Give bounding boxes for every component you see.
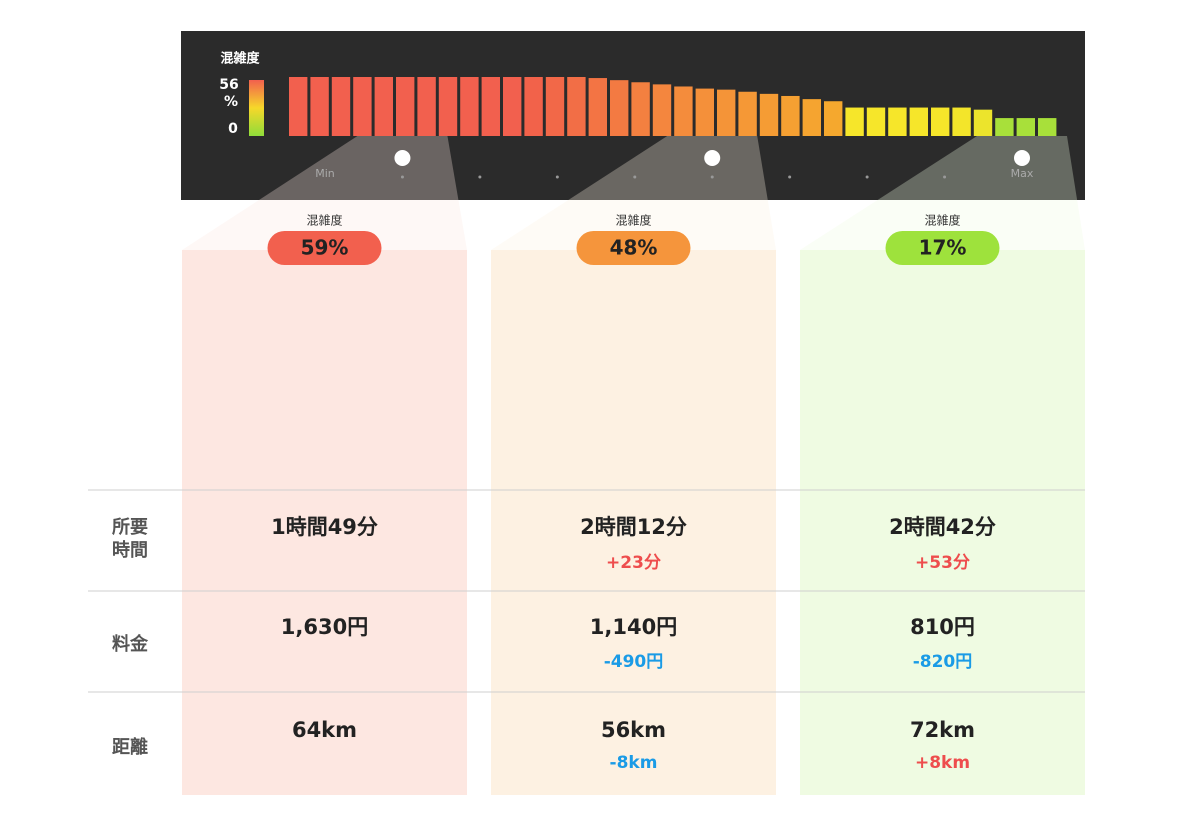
route-fare: 1,140円 <box>590 615 677 639</box>
bar <box>289 77 308 136</box>
route-fare-diff: -820円 <box>913 652 973 672</box>
slider-dot <box>710 175 714 179</box>
route-time: 2時間42分 <box>889 515 996 539</box>
background <box>182 250 1085 795</box>
route-time-diff: +23分 <box>606 553 661 573</box>
bar <box>545 77 565 136</box>
bar <box>695 88 714 136</box>
bar <box>909 107 928 136</box>
slider-dot <box>865 175 869 179</box>
congestion-pill <box>267 231 382 265</box>
bar <box>824 101 843 136</box>
bar <box>460 77 479 136</box>
slider-dot <box>478 175 482 179</box>
bar <box>952 107 971 136</box>
bar <box>1016 118 1035 136</box>
bar <box>438 77 458 136</box>
row-label: 距離 <box>112 736 148 758</box>
scale-min: 0 <box>228 121 238 137</box>
bar <box>331 77 351 136</box>
congestion-value: 17% <box>919 236 967 260</box>
route-distance-diff: +8km <box>915 753 970 773</box>
slider-knob[interactable] <box>394 150 411 166</box>
bar <box>866 107 886 136</box>
bar <box>310 77 329 136</box>
connector <box>800 136 1085 250</box>
bar <box>674 86 693 136</box>
bar <box>417 77 436 136</box>
column-tint <box>491 250 776 795</box>
column-tint <box>800 250 1085 795</box>
slider-dot <box>943 175 947 179</box>
bar <box>524 77 543 136</box>
bar <box>973 109 993 136</box>
bar <box>652 84 672 136</box>
slider-dot <box>788 175 792 179</box>
route-distance-diff: -8km <box>610 753 658 773</box>
bar <box>995 118 1014 136</box>
route-time: 1時間49分 <box>271 515 378 539</box>
bar <box>610 80 629 136</box>
scale-max: 56 <box>219 77 238 93</box>
route-time-diff: +53分 <box>915 553 970 573</box>
bar <box>1038 118 1057 136</box>
bar <box>353 77 372 136</box>
bar <box>931 107 950 136</box>
congestion-pill <box>885 231 1000 265</box>
row-label: 料金 <box>112 633 149 655</box>
connector <box>491 136 776 250</box>
route-fare: 810円 <box>910 615 975 639</box>
bar <box>802 99 821 136</box>
column-tint <box>182 250 467 795</box>
bar <box>781 95 800 136</box>
bar <box>588 78 607 136</box>
congestion-label: 混雑度 <box>306 213 342 228</box>
congestion-value: 48% <box>610 236 658 260</box>
bar <box>396 77 415 136</box>
congestion-label: 混雑度 <box>924 213 960 228</box>
slider-dot <box>400 175 404 179</box>
bar <box>717 89 736 136</box>
bar <box>631 82 650 136</box>
bar <box>738 91 757 136</box>
route-time: 2時間12分 <box>580 515 687 539</box>
row-label: 所要時間 <box>112 517 148 561</box>
scale-gradient <box>249 80 264 136</box>
slider-dot <box>633 175 637 179</box>
route-distance: 72km <box>910 718 975 742</box>
slider-knob[interactable] <box>1014 150 1030 166</box>
route-distance: 56km <box>601 718 666 742</box>
bar <box>481 77 500 136</box>
bar <box>759 93 779 136</box>
bar <box>374 77 393 136</box>
route-fare-diff: -490円 <box>604 652 664 672</box>
bar <box>888 107 907 136</box>
bar <box>503 77 522 136</box>
congestion-label: 混雑度 <box>615 213 651 228</box>
route-distance: 64km <box>292 718 357 742</box>
bar <box>845 107 864 136</box>
scale-unit: % <box>224 94 238 110</box>
congestion-value: 59% <box>301 236 349 260</box>
panel-title: 混雑度 <box>220 51 260 67</box>
congestion-pill <box>576 231 691 265</box>
route-fare: 1,630円 <box>281 615 368 639</box>
bar <box>567 77 586 136</box>
slider-dot <box>555 175 559 179</box>
slider-max: Max <box>1011 167 1034 180</box>
slider-knob[interactable] <box>704 150 721 166</box>
slider-min: Min <box>315 167 335 180</box>
connector <box>182 136 467 250</box>
